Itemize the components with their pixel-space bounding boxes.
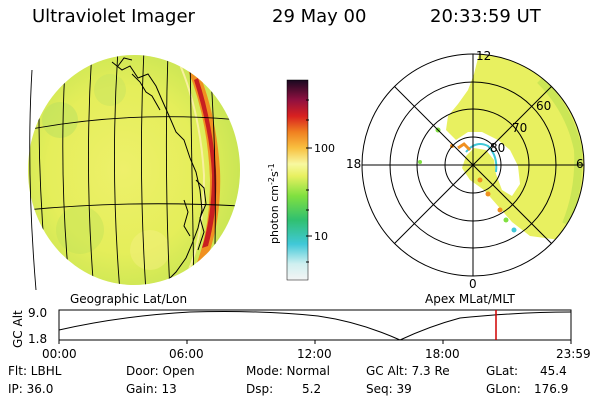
status-dsp-value: 5.2 [302,382,322,396]
altitude-x-tick: 18:00 [425,347,460,361]
lat-label-70: 70 [512,121,527,135]
colorbar-label: photon cm-2s-1 [267,163,281,244]
coastline [59,57,207,283]
status-glon-label: GLon: [486,382,521,396]
status-gc-alt: GC Alt: 7.3 Re [366,364,450,378]
mlt-label-6: 6 [576,157,584,171]
altitude-plot: GC Alt 9.0 1.8 00:00 06:00 12:00 18:00 2… [11,306,591,361]
status-ip: IP: 36.0 [8,382,54,396]
altitude-x-tick: 06:00 [169,347,204,361]
polar-grid [361,53,585,277]
altitude-curve [58,311,572,341]
mlt-label-12: 12 [476,49,491,63]
status-flt: Flt: LBHL [8,364,62,378]
altitude-x-tick: 23:59 [556,347,591,361]
colorbar-tick: 10 [314,230,328,243]
status-glon-value: 176.9 [534,382,569,396]
polar-plot: 12 18 6 0 60 70 80 [346,49,585,291]
time-label: 20:33:59 UT [430,6,541,27]
altitude-y-tick: 9.0 [28,306,47,320]
date-label: 29 May 00 [272,6,367,27]
lat-label-80: 80 [490,141,505,155]
colorbar-tick: 100 [314,142,335,155]
altitude-x-tick: 00:00 [42,347,77,361]
status-gain: Gain: 13 [126,382,177,396]
altitude-x-tick: 12:00 [297,347,332,361]
status-mode: Mode: Normal [246,364,330,378]
mlt-label-18: 18 [346,157,361,171]
caption-apex: Apex MLat/MLT [425,292,515,306]
status-glat-label: GLat: [486,364,519,378]
altitude-y-tick: 1.8 [28,332,47,346]
status-door: Door: Open [126,364,195,378]
colorbar: 100 10 photon cm-2s-1 [267,79,335,281]
altitude-axis-label: GC Alt [11,310,25,348]
lat-label-60: 60 [536,99,551,113]
status-glat-value: 45.4 [540,364,567,378]
app-title: Ultraviolet Imager [32,6,195,27]
mlt-label-0: 0 [469,277,477,291]
earth-image [28,55,240,291]
status-dsp-label: Dsp: [246,382,274,396]
caption-geographic: Geographic Lat/Lon [70,292,188,306]
status-seq: Seq: 39 [366,382,412,396]
